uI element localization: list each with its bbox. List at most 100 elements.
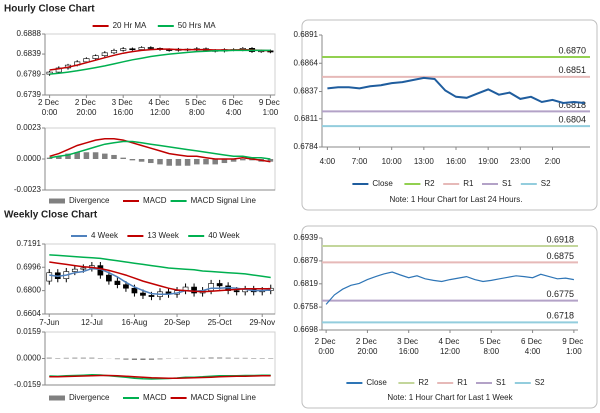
legend-label: MACD Signal Line [191, 196, 257, 205]
x-tick-label: 6 Dec 4:00 [521, 337, 544, 356]
label-line: 2 Dec [75, 98, 98, 107]
x-tick-label: 2:00 [545, 157, 561, 166]
level-label: 0.6818 [558, 100, 586, 110]
legend-label: S2 [535, 378, 545, 387]
bar [92, 152, 99, 159]
x-tick-label: 9 Dec 1:00 [562, 337, 585, 356]
bar [217, 357, 223, 359]
bar [148, 358, 155, 360]
label-line: 2 Dec [38, 98, 61, 107]
bar [203, 159, 209, 165]
label-line: 2 Dec [315, 337, 338, 346]
bar [46, 357, 52, 359]
candle-body [131, 287, 138, 294]
bar [194, 159, 200, 165]
level-label: 0.6851 [558, 65, 586, 75]
bar [191, 357, 197, 359]
series-line [49, 374, 271, 379]
y-tick-label: 0.0000 [17, 354, 42, 363]
level-label: 0.6918 [546, 234, 574, 244]
label-line: 12:00 [150, 108, 171, 117]
x-tick-label: 3 Dec 16:00 [112, 98, 135, 117]
y-tick-label: 0.6879 [294, 256, 319, 265]
bar [175, 159, 182, 166]
candle-body [114, 280, 121, 285]
bar [148, 159, 154, 164]
y-tick-label: 0.6888 [17, 29, 42, 38]
x-tick-label: 19:00 [478, 157, 499, 166]
bar [129, 159, 136, 161]
label-line: 3 Dec [112, 98, 135, 107]
legend-label: 4 Week [91, 231, 119, 240]
legend-label: MACD [143, 196, 167, 205]
candle-body [46, 272, 53, 282]
label-line: 8:00 [189, 108, 205, 117]
candle-body [83, 58, 90, 63]
bar [242, 357, 248, 359]
legend-swatch [49, 395, 65, 401]
candle-body [147, 47, 154, 49]
section-heading: Weekly Close Chart [4, 210, 98, 221]
x-tick-label: 9 Dec 1:00 [259, 98, 282, 117]
series-line [49, 49, 271, 75]
x-tick-label: 10:00 [382, 157, 403, 166]
candle-body [123, 284, 129, 289]
legend-label: Close [366, 378, 387, 387]
y-tick-label: 0.6800 [17, 286, 42, 295]
y-tick-label: 0.6891 [294, 30, 319, 39]
candle-body [55, 67, 62, 73]
label-line: 5 Dec [480, 337, 503, 346]
x-tick-label: 5 Dec 8:00 [480, 337, 503, 356]
x-tick-label: 29-Nov [249, 318, 275, 327]
bar [65, 153, 71, 159]
candle-body [110, 50, 118, 54]
label-line: 4:00 [525, 347, 541, 356]
x-tick-label: 25-Oct [208, 318, 233, 327]
label-line: 0:00 [42, 108, 58, 117]
label-line: 6 Dec [521, 337, 544, 346]
y-tick-label: 0.6698 [294, 325, 319, 334]
label-line: 16:00 [399, 347, 420, 356]
legend-label: R2 [418, 378, 429, 387]
label-line: 20:00 [76, 108, 97, 117]
candle-body [148, 295, 155, 297]
bar [74, 152, 80, 159]
bar [89, 357, 95, 359]
series-line [49, 261, 271, 293]
series-line [327, 76, 585, 105]
bar [157, 358, 163, 360]
candle-body [208, 283, 214, 291]
x-tick-label: 23:00 [510, 157, 531, 166]
x-tick-label: 4 Dec 12:00 [438, 337, 461, 356]
y-tick-label: 0.6837 [294, 87, 319, 96]
label-line: 4:00 [226, 108, 242, 117]
label-line: 12:00 [440, 347, 461, 356]
bar [46, 157, 53, 159]
x-tick-label: 16-Aug [122, 318, 148, 327]
y-tick-label: 0.6758 [294, 302, 319, 311]
bar [131, 358, 137, 360]
label-line: 9 Dec [562, 337, 585, 346]
y-tick-label: -0.0023 [14, 185, 42, 194]
chart-note: Note: 1 Hour Chart for Last 1 Week [387, 393, 513, 402]
bar [208, 357, 214, 359]
y-tick-label: 0.6939 [294, 233, 319, 242]
candle-body [46, 71, 53, 75]
candle-body [138, 47, 145, 50]
series-line [49, 254, 271, 279]
x-tick-label: 2 Dec 0:00 [38, 98, 61, 117]
legend-label: Divergence [69, 393, 110, 402]
x-tick-label: 4:00 [320, 157, 336, 166]
bar [230, 159, 237, 162]
x-tick-label: 13:00 [414, 157, 435, 166]
label-line: 5 Dec [185, 98, 208, 107]
series-line [49, 138, 271, 163]
legend-label: 50 Hrs MA [178, 21, 216, 30]
level-label: 0.6870 [558, 45, 586, 55]
bar [56, 156, 62, 159]
bar [97, 358, 103, 359]
y-tick-label: -0.0159 [14, 380, 42, 389]
candle-body [120, 48, 127, 51]
bar [63, 357, 69, 359]
